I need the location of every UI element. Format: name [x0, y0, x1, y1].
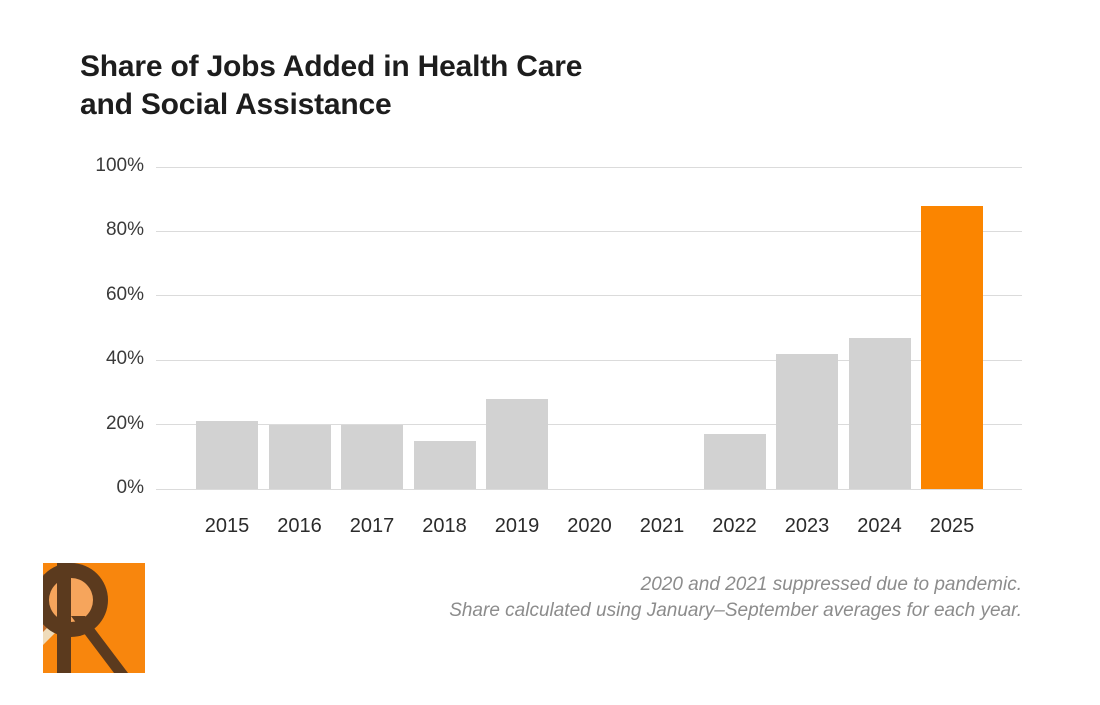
gridline-80 [156, 230, 1022, 232]
y-axis-label-100: 100% [95, 155, 144, 176]
x-axis-label-2018: 2018 [422, 515, 467, 537]
x-axis-label-2023: 2023 [784, 515, 830, 537]
gridline-60 [156, 295, 1022, 297]
x-axis-label-2022: 2022 [712, 515, 757, 537]
bar-2023 [776, 353, 838, 489]
gridline-40 [156, 359, 1022, 361]
logo-r-icon [43, 563, 145, 673]
bar-2019 [486, 398, 548, 489]
chart-title-line1: Share of Jobs Added in Health Care [80, 50, 583, 83]
gridline-20 [156, 424, 1022, 426]
x-axis-label-2019: 2019 [494, 515, 540, 537]
footnote: 2020 and 2021 suppressed due to pandemic… [449, 572, 1022, 624]
gridline-100 [156, 166, 1022, 168]
footnote-line1: 2020 and 2021 suppressed due to pandemic… [640, 574, 1022, 595]
y-axis-label-80: 80% [105, 219, 144, 241]
bar-2022 [703, 434, 766, 489]
bar-2018 [413, 440, 476, 489]
bar-2016 [268, 424, 331, 489]
x-axis-label-2017: 2017 [349, 515, 395, 537]
y-axis-label-20: 20% [105, 412, 144, 434]
x-axis-label-2015: 2015 [204, 515, 250, 537]
x-axis-label-2025: 2025 [929, 515, 975, 537]
logo-stem [57, 563, 71, 673]
y-axis-label-0: 0% [116, 477, 144, 498]
y-axis-label-40: 40% [105, 348, 144, 370]
x-axis-label-2016: 2016 [277, 515, 322, 537]
footnote-line2: Share calculated using January–September… [449, 600, 1022, 621]
logo-leg [71, 616, 128, 673]
y-axis-label-60: 60% [105, 283, 144, 305]
chart-title: Share of Jobs Added in Health Care and S… [80, 48, 582, 124]
x-axis-label-2021: 2021 [639, 515, 685, 537]
x-axis-label-2024: 2024 [857, 515, 902, 537]
gridline-0 [156, 488, 1022, 490]
bar-2024 [848, 337, 911, 489]
x-axis-label-2020: 2020 [567, 515, 612, 537]
plot-area: 0% 20% 40% 60% 80% 100% 2015 2016 2017 2018 2019 20… [95, 155, 1022, 537]
chart-title-line2: and Social Assistance [80, 88, 392, 121]
bar-2017 [341, 424, 403, 489]
bar-2015 [196, 421, 258, 489]
bar-2025 [921, 205, 983, 489]
